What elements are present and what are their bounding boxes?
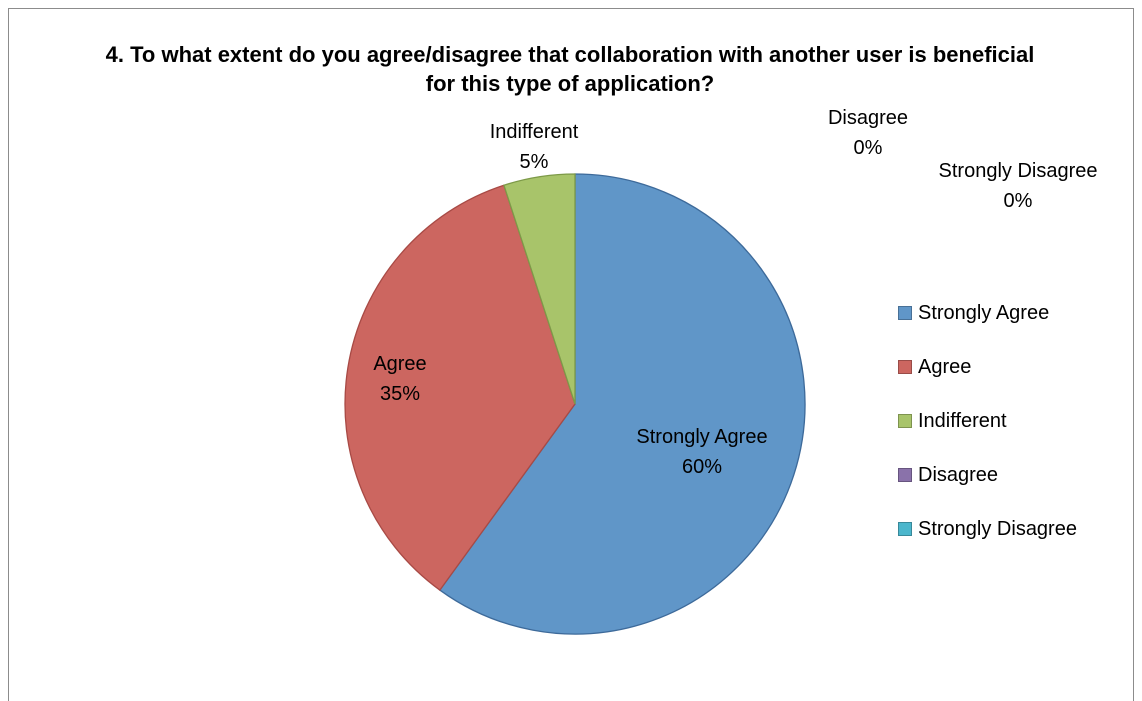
legend-item-disagree: Disagree [898, 448, 1077, 502]
legend-item-indifferent: Indifferent [898, 394, 1077, 448]
data-label-strongly-agree-percent: 60% [682, 456, 722, 478]
data-label-strongly-disagree-percent: 0% [1004, 190, 1033, 212]
data-label-indifferent-name: Indifferent [490, 121, 579, 143]
pie-slice-agree [344, 184, 576, 591]
legend-swatch-strongly-agree [898, 306, 912, 320]
data-label-indifferent-percent: 5% [520, 151, 549, 173]
legend-swatch-strongly-disagree [898, 522, 912, 536]
data-label-strongly-agree-name: Strongly Agree [636, 426, 767, 448]
legend-label-strongly-agree: Strongly Agree [918, 301, 1050, 324]
data-label-agree-percent: 35% [380, 383, 420, 405]
pie-slice-indifferent [503, 173, 576, 405]
data-label-disagree-name: Disagree [828, 107, 908, 129]
legend-label-strongly-disagree: Strongly Disagree [918, 517, 1077, 540]
legend: Strongly Agree Agree Indifferent Disagree St… [898, 286, 1077, 556]
legend-swatch-indifferent [898, 414, 912, 428]
legend-item-strongly-disagree: Strongly Disagree [898, 502, 1077, 556]
pie-slice-strongly-agree [438, 173, 806, 635]
legend-label-disagree: Disagree [918, 463, 999, 486]
data-label-agree-name: Agree [373, 353, 426, 375]
data-label-strongly-disagree-name: Strongly Disagree [939, 160, 1098, 182]
data-label-disagree-percent: 0% [854, 137, 883, 159]
legend-label-agree: Agree [918, 355, 972, 378]
chart-title: 4. To what extent do you agree/disagree … [105, 42, 1035, 96]
legend-swatch-agree [898, 360, 912, 374]
legend-item-agree: Agree [898, 340, 1077, 394]
legend-label-indifferent: Indifferent [918, 409, 1007, 432]
legend-swatch-disagree [898, 468, 912, 482]
legend-item-strongly-agree: Strongly Agree [898, 286, 1077, 340]
